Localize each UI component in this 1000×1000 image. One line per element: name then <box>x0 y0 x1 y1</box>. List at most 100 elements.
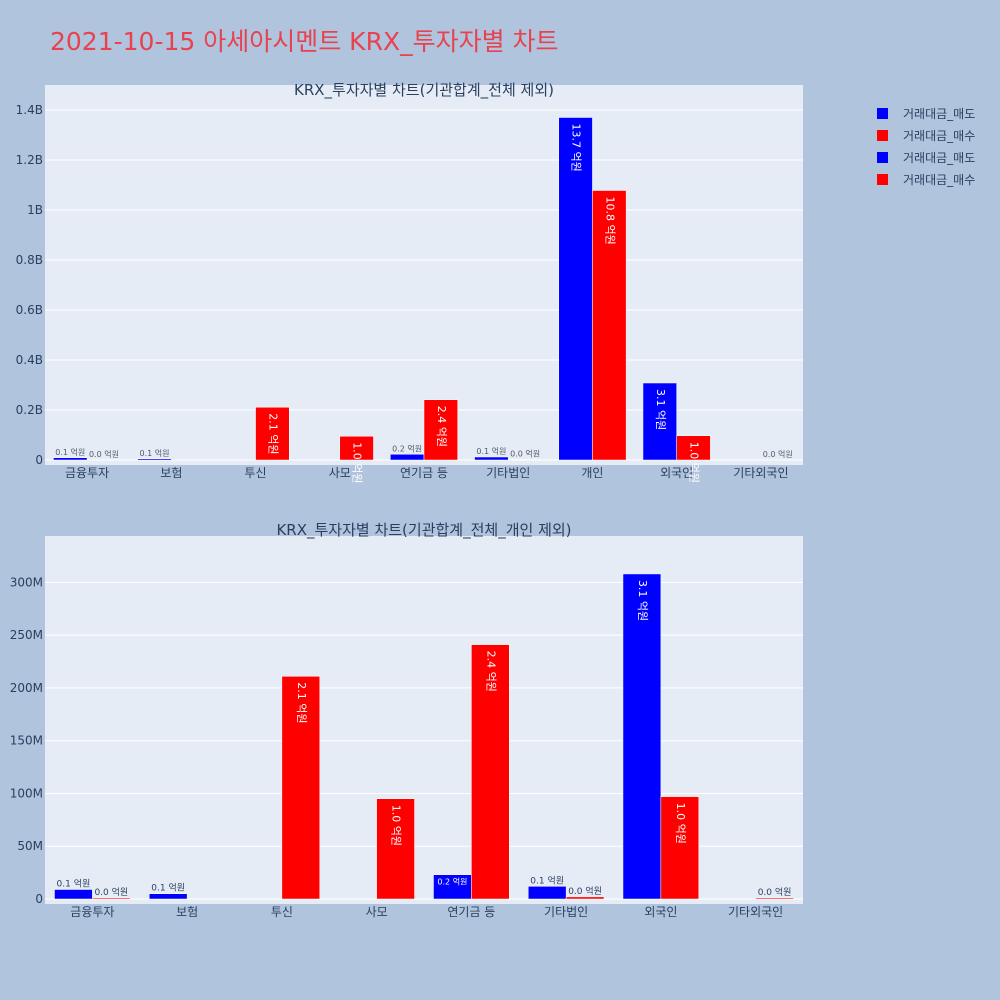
data-label: 0.1 억원 <box>55 447 85 457</box>
bar-buy <box>423 399 458 461</box>
data-label: 1.0 억원 <box>351 442 364 483</box>
data-label: 1.0 억원 <box>674 803 687 844</box>
bar-sell <box>390 454 425 461</box>
x-tick-label: 연기금 등 <box>447 905 495 919</box>
bar-buy <box>565 896 605 900</box>
bar-sell <box>474 456 509 461</box>
y-tick-label: 50M <box>17 839 43 853</box>
y-tick-label: 0.8B <box>16 253 43 267</box>
x-tick-label: 금융투자 <box>65 466 109 480</box>
bar-sell <box>433 874 472 900</box>
bar-buy <box>376 798 415 900</box>
y-tick-label: 0 <box>35 892 43 906</box>
bar-buy <box>755 897 794 900</box>
x-tick-label: 외국인 <box>644 905 677 919</box>
chart-title: KRX_투자자별 차트(기관합계_전체_개인 제외) <box>276 521 571 540</box>
y-tick-label: 250M <box>10 628 43 642</box>
data-label: 0.1 억원 <box>57 878 91 890</box>
x-tick-label: 외국인 <box>660 466 693 480</box>
bar-sell <box>558 117 593 461</box>
data-label: 0.0 억원 <box>510 449 540 459</box>
data-label: 0.0 억원 <box>89 449 119 459</box>
bar-buy <box>255 407 290 461</box>
x-tick-label: 기타법인 <box>544 905 588 919</box>
x-tick-label: 투신 <box>245 466 267 480</box>
data-label: 1.0 억원 <box>390 805 403 846</box>
bar-buy <box>676 435 711 461</box>
chart-1: 0 0.2B 0.4B 0.6B 0.8B 1B 1.2B 1.4B KRX_투자자별 차트(기… <box>16 81 803 483</box>
bar-buy <box>281 676 321 900</box>
legend-label-sell-2: 거래대금_매도 <box>903 151 976 165</box>
data-label: 0.1 억원 <box>530 874 564 886</box>
y-tick-label: 300M <box>10 575 43 589</box>
y-tick-label: 0.2B <box>16 403 43 417</box>
x-tick-label: 보험 <box>160 466 182 480</box>
data-label: 0.0 억원 <box>763 449 793 459</box>
x-tick-label: 기타외국인 <box>733 466 788 480</box>
bar-sell <box>527 886 567 900</box>
y-tick-label: 1B <box>27 203 43 217</box>
legend-item-sell-1[interactable]: 거래대금_매도 <box>876 104 996 126</box>
data-label: 0.1 억원 <box>151 882 185 894</box>
data-label: 2.4 억원 <box>484 651 497 692</box>
bar-buy <box>592 190 627 461</box>
legend-swatch-buy-1 <box>877 130 888 141</box>
page-title: 2021-10-15 아세아시멘트 KRX_투자자별 차트 <box>50 27 559 56</box>
data-label: 13.7 억원 <box>570 124 583 172</box>
x-tick-label: 기타법인 <box>486 466 530 480</box>
x-tick-label: 사모 <box>366 905 388 919</box>
y-tick-label: 100M <box>10 786 43 800</box>
data-label: 1.0 억원 <box>688 442 701 483</box>
data-label: 0.2 억원 <box>437 877 467 887</box>
y-tick-label: 0.6B <box>16 303 43 317</box>
data-label: 2.4 억원 <box>435 406 448 447</box>
legend-swatch-sell-2 <box>877 152 888 163</box>
x-tick-label: 금융투자 <box>70 905 114 919</box>
x-tick-label: 투신 <box>271 905 293 919</box>
legend-swatch-sell-1 <box>877 108 888 119</box>
chart-2: 0 50M 100M 150M 200M 250M 300M KRX_투자자별 차트(기관합계… <box>10 521 803 919</box>
bar-sell <box>53 457 88 461</box>
y-tick-label: 0 <box>35 453 43 467</box>
y-tick-label: 150M <box>10 734 43 748</box>
data-label: 3.1 억원 <box>654 389 667 430</box>
bar-buy <box>507 459 543 461</box>
x-tick-label: 기타외국인 <box>728 905 783 919</box>
data-label: 2.1 억원 <box>266 413 279 454</box>
legend-item-sell-2[interactable]: 거래대금_매도 <box>876 148 996 170</box>
data-label: 3.1 억원 <box>636 580 649 621</box>
bar-sell <box>622 573 662 900</box>
bar-buy <box>471 644 510 900</box>
legend-label-buy-1: 거래대금_매수 <box>903 129 976 143</box>
y-tick-label: 1.2B <box>16 153 43 167</box>
legend[interactable]: 거래대금_매도 거래대금_매수 거래대금_매도 거래대금_매수 <box>876 104 996 192</box>
y-tick-label: 200M <box>10 681 43 695</box>
data-label: 0.0 억원 <box>94 886 128 898</box>
legend-label-sell-1: 거래대금_매도 <box>903 107 976 121</box>
legend-label-buy-2: 거래대금_매수 <box>903 173 976 187</box>
legend-item-buy-2[interactable]: 거래대금_매수 <box>876 170 996 192</box>
x-tick-label: 사모 <box>329 466 351 480</box>
data-label: 0.2 억원 <box>392 443 422 453</box>
chart-title: KRX_투자자별 차트(기관합계_전체 제외) <box>294 81 554 100</box>
x-tick-label: 연기금 등 <box>400 466 448 480</box>
data-label: 2.1 억원 <box>295 682 308 723</box>
data-label: 10.8 억원 <box>603 197 616 245</box>
bar-buy <box>92 897 131 900</box>
x-tick-label: 보험 <box>176 905 198 919</box>
bar-sell <box>54 889 93 900</box>
data-label: 0.1 억원 <box>139 448 169 458</box>
legend-swatch-buy-2 <box>877 174 888 185</box>
bar-sell <box>137 458 172 461</box>
legend-item-buy-1[interactable]: 거래대금_매수 <box>876 126 996 148</box>
data-label: 0.0 억원 <box>568 885 602 897</box>
x-tick-label: 개인 <box>581 466 603 480</box>
bar-sell <box>148 893 188 900</box>
y-tick-label: 0.4B <box>16 353 43 367</box>
bar-buy <box>339 436 374 461</box>
data-label: 0.0 억원 <box>758 886 792 898</box>
y-tick-label: 1.4B <box>16 103 43 117</box>
bar-buy <box>660 796 700 900</box>
